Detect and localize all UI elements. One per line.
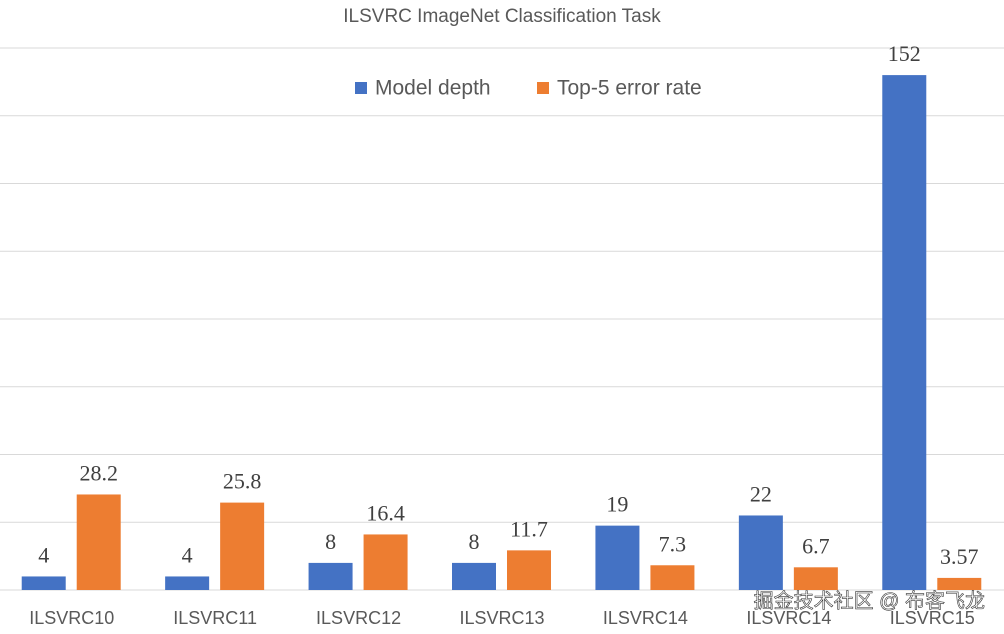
bar: [308, 562, 353, 590]
legend-label: Model depth: [375, 77, 491, 100]
bar: [452, 562, 496, 590]
bar: [363, 534, 408, 590]
value-label: 4: [38, 542, 49, 567]
chart-title: ILSVRC ImageNet Classification Task: [343, 6, 661, 27]
value-label: 16.4: [366, 500, 405, 525]
bar: [76, 494, 121, 590]
legend-swatch: [355, 82, 367, 94]
value-label: 28.2: [79, 461, 118, 486]
value-label: 7.3: [659, 531, 687, 556]
bar: [21, 576, 66, 590]
x-tick-label: ILSVRC10: [29, 608, 114, 628]
x-tick-label: ILSVRC14: [603, 608, 688, 628]
value-label: 8: [325, 529, 336, 554]
x-tick-label: ILSVRC12: [316, 608, 401, 628]
value-label: 3.57: [940, 544, 979, 569]
x-tick-label: ILSVRC13: [459, 608, 544, 628]
bar: [220, 502, 265, 590]
bar: [650, 565, 695, 590]
x-tick-label: ILSVRC14: [746, 608, 831, 628]
value-label: 11.7: [510, 516, 548, 541]
x-tick-label: ILSVRC15: [890, 608, 975, 628]
bar: [882, 75, 927, 591]
value-label: 152: [888, 41, 921, 66]
bar: [507, 550, 551, 590]
bar: [738, 515, 783, 590]
bar: [595, 525, 640, 590]
bar: [793, 567, 838, 590]
bar: [165, 576, 210, 590]
value-label: 6.7: [802, 533, 830, 558]
value-label: 19: [606, 492, 628, 517]
bar: [937, 577, 982, 590]
value-label: 4: [182, 542, 193, 567]
value-label: 25.8: [223, 469, 262, 494]
watermark: 掘金技术社区 @ 布客飞龙: [754, 589, 985, 612]
x-tick-label: ILSVRC11: [173, 608, 257, 628]
legend-swatch: [537, 82, 549, 94]
value-label: 8: [469, 529, 480, 554]
legend-label: Top-5 error rate: [557, 77, 702, 100]
value-label: 22: [750, 482, 772, 507]
